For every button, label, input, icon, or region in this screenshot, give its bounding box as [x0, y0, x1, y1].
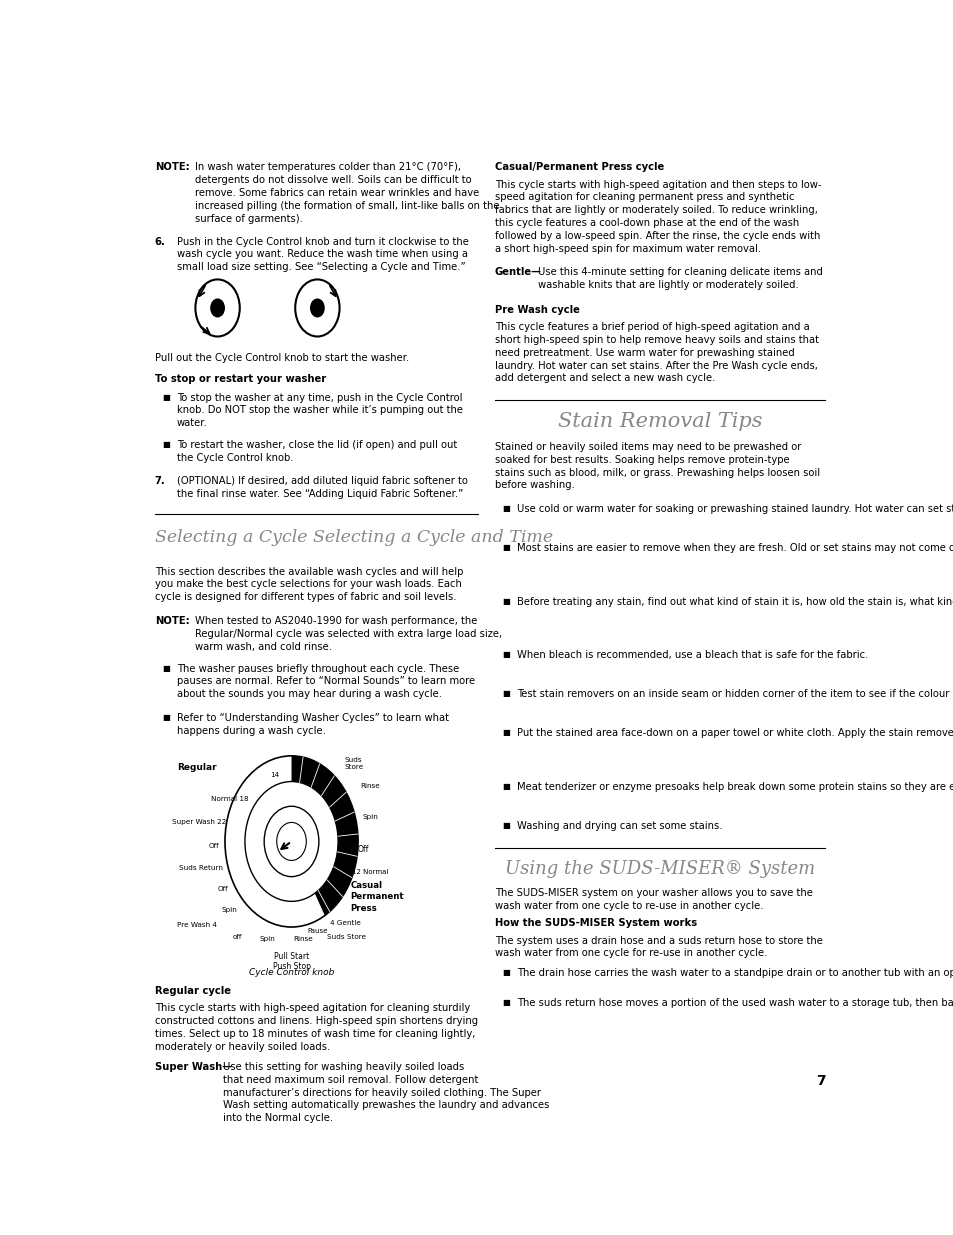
Text: Spin: Spin [362, 814, 377, 820]
Text: The system uses a drain hose and a suds return hose to store the
wash water from: The system uses a drain hose and a suds … [495, 936, 821, 958]
Text: Rinse: Rinse [294, 936, 314, 942]
Text: Refer to “Understanding Washer Cycles” to learn what
happens during a wash cycle: Refer to “Understanding Washer Cycles” t… [176, 713, 449, 736]
Text: The washer pauses briefly throughout each cycle. These
pauses are normal. Refer : The washer pauses briefly throughout eac… [176, 663, 475, 699]
Text: Casual
Permanent
Press: Casual Permanent Press [351, 881, 404, 913]
Text: Spin: Spin [221, 906, 237, 913]
Text: 12 Normal: 12 Normal [352, 869, 388, 874]
Text: Washing and drying can set some stains.: Washing and drying can set some stains. [517, 821, 721, 831]
Text: ■: ■ [162, 713, 170, 722]
Text: When bleach is recommended, use a bleach that is safe for the fabric.: When bleach is recommended, use a bleach… [517, 651, 867, 661]
Text: ■: ■ [162, 663, 170, 673]
Text: 14: 14 [270, 772, 279, 778]
Text: This cycle starts with high-speed agitation and then steps to low-
speed agitati: This cycle starts with high-speed agitat… [495, 179, 821, 253]
Text: How the SUDS-MISER System works: How the SUDS-MISER System works [495, 919, 697, 929]
Text: 6.: 6. [154, 237, 166, 247]
Text: Regular: Regular [176, 763, 216, 772]
Text: ■: ■ [162, 440, 170, 450]
Text: Pull Start
Push Stop: Pull Start Push Stop [273, 952, 310, 971]
Text: ■: ■ [501, 689, 510, 698]
Text: This section describes the available wash cycles and will help
you make the best: This section describes the available was… [154, 567, 462, 603]
Text: Pre Wash 4: Pre Wash 4 [176, 923, 216, 929]
Text: Rinse: Rinse [360, 783, 379, 789]
Text: ■: ■ [501, 782, 510, 790]
Text: Super Wash 22: Super Wash 22 [172, 820, 226, 825]
Text: Suds Store: Suds Store [327, 934, 366, 940]
Text: The SUDS-MISER system on your washer allows you to save the
wash water from one : The SUDS-MISER system on your washer all… [495, 888, 812, 911]
Text: Use cold or warm water for soaking or prewashing stained laundry. Hot water can : Use cold or warm water for soaking or pr… [517, 504, 953, 514]
Text: Regular cycle: Regular cycle [154, 986, 231, 995]
Text: Super Wash—: Super Wash— [154, 1062, 232, 1072]
Text: When tested to AS2040-1990 for wash performance, the
Regular/Normal cycle was se: When tested to AS2040-1990 for wash perf… [195, 616, 502, 652]
Text: Use this 4-minute setting for cleaning delicate items and
washable knits that ar: Use this 4-minute setting for cleaning d… [537, 267, 821, 290]
Text: Off: Off [217, 885, 228, 892]
Text: 7.: 7. [154, 477, 165, 487]
Text: To restart the washer, close the lid (if open) and pull out
the Cycle Control kn: To restart the washer, close the lid (if… [176, 440, 456, 463]
Text: Meat tenderizer or enzyme presoaks help break down some protein stains so they a: Meat tenderizer or enzyme presoaks help … [517, 782, 953, 792]
Text: (OPTIONAL) If desired, add diluted liquid fabric softener to
the final rinse wat: (OPTIONAL) If desired, add diluted liqui… [176, 477, 467, 499]
Text: Before treating any stain, find out what kind of stain it is, how old the stain : Before treating any stain, find out what… [517, 597, 953, 606]
Text: Normal 18: Normal 18 [211, 795, 249, 802]
Text: Cycle Control knob: Cycle Control knob [249, 968, 334, 977]
Text: Pre Wash cycle: Pre Wash cycle [495, 305, 579, 315]
Text: Stain Removal Tips: Stain Removal Tips [558, 411, 761, 431]
Text: The suds return hose moves a portion of the used wash water to a storage tub, th: The suds return hose moves a portion of … [517, 998, 953, 1008]
Circle shape [210, 299, 225, 317]
Text: ■: ■ [501, 821, 510, 830]
Text: Test stain removers on an inside seam or hidden corner of the item to see if the: Test stain removers on an inside seam or… [517, 689, 953, 699]
Text: In wash water temperatures colder than 21°C (70°F),
detergents do not dissolve w: In wash water temperatures colder than 2… [195, 163, 499, 224]
Text: Off: Off [357, 845, 369, 853]
Text: ■: ■ [501, 651, 510, 659]
Text: off: off [233, 934, 241, 940]
Text: ■: ■ [501, 729, 510, 737]
Text: 7: 7 [815, 1073, 824, 1088]
Text: Stained or heavily soiled items may need to be prewashed or
soaked for best resu: Stained or heavily soiled items may need… [495, 442, 820, 490]
Text: NOTE:: NOTE: [154, 163, 190, 173]
Text: ■: ■ [501, 998, 510, 1008]
Text: ■: ■ [162, 393, 170, 401]
Text: To stop or restart your washer: To stop or restart your washer [154, 373, 326, 384]
Circle shape [310, 299, 324, 317]
Text: Pause: Pause [308, 927, 328, 934]
Text: This cycle features a brief period of high-speed agitation and a
short high-spee: This cycle features a brief period of hi… [495, 322, 818, 383]
Text: Spin: Spin [259, 936, 275, 942]
Text: 4 Gentle: 4 Gentle [330, 920, 360, 926]
Text: ■: ■ [501, 504, 510, 513]
Text: Push in the Cycle Control knob and turn it clockwise to the
wash cycle you want.: Push in the Cycle Control knob and turn … [176, 237, 468, 272]
Text: Gentle—: Gentle— [495, 267, 541, 277]
Text: Selecting a Cycle Selecting a Cycle and Time: Selecting a Cycle Selecting a Cycle and … [154, 529, 553, 546]
Text: Off: Off [208, 844, 219, 850]
Wedge shape [292, 756, 357, 915]
Text: NOTE:: NOTE: [154, 616, 190, 626]
Text: Using the SUDS-MISER® System: Using the SUDS-MISER® System [504, 860, 815, 878]
Text: The drain hose carries the wash water to a standpipe drain or to another tub wit: The drain hose carries the wash water to… [517, 968, 953, 978]
Text: Most stains are easier to remove when they are fresh. Old or set stains may not : Most stains are easier to remove when th… [517, 543, 953, 553]
Text: Use this setting for washing heavily soiled loads
that need maximum soil removal: Use this setting for washing heavily soi… [223, 1062, 549, 1124]
Text: Casual/Permanent Press cycle: Casual/Permanent Press cycle [495, 163, 663, 173]
Text: ■: ■ [501, 968, 510, 977]
Text: ■: ■ [501, 543, 510, 552]
Text: Pull out the Cycle Control knob to start the washer.: Pull out the Cycle Control knob to start… [154, 353, 409, 363]
Text: This cycle starts with high-speed agitation for cleaning sturdily
constructed co: This cycle starts with high-speed agitat… [154, 1003, 477, 1051]
Text: ■: ■ [501, 597, 510, 605]
Text: Suds Return: Suds Return [179, 864, 222, 871]
Text: Put the stained area face-down on a paper towel or white cloth. Apply the stain : Put the stained area face-down on a pape… [517, 729, 953, 739]
Text: Suds
Store: Suds Store [344, 757, 364, 771]
Text: To stop the washer at any time, push in the Cycle Control
knob. Do NOT stop the : To stop the washer at any time, push in … [176, 393, 462, 429]
